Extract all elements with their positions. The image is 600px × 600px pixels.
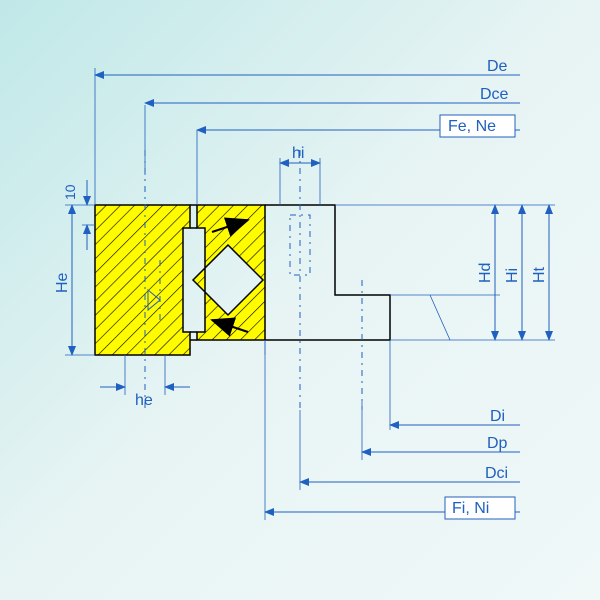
label-Dce: Dce [480, 86, 509, 103]
label-Hi: Hi [504, 268, 521, 283]
bearing-section-diagram: De Dce Fe, Ne hi 10 He he [0, 0, 600, 600]
left-dimensions: 10 He [54, 180, 95, 355]
label-FiNi: Fi, Ni [452, 500, 489, 517]
label-He: He [54, 272, 71, 293]
label-Dp: Dp [487, 435, 508, 452]
label-De: De [487, 58, 508, 75]
label-Hd: Hd [477, 263, 494, 283]
label-hi: hi [292, 145, 304, 162]
label-Di: Di [490, 408, 505, 425]
label-FeNe: Fe, Ne [448, 118, 496, 135]
he-dimension: he [100, 355, 190, 409]
label-Dci: Dci [485, 465, 508, 482]
label-he: he [135, 392, 153, 409]
outer-ring-section [95, 205, 190, 355]
label-10: 10 [62, 184, 78, 200]
inner-ring-section [193, 205, 265, 340]
mounting-flange [265, 205, 390, 340]
bottom-dimensions: Di Dp Dci Fi, Ni [265, 340, 520, 520]
label-Ht: Ht [531, 266, 548, 283]
right-dimensions: Hd Hi Ht [335, 205, 555, 340]
top-dimensions: De Dce Fe, Ne hi [95, 58, 520, 205]
